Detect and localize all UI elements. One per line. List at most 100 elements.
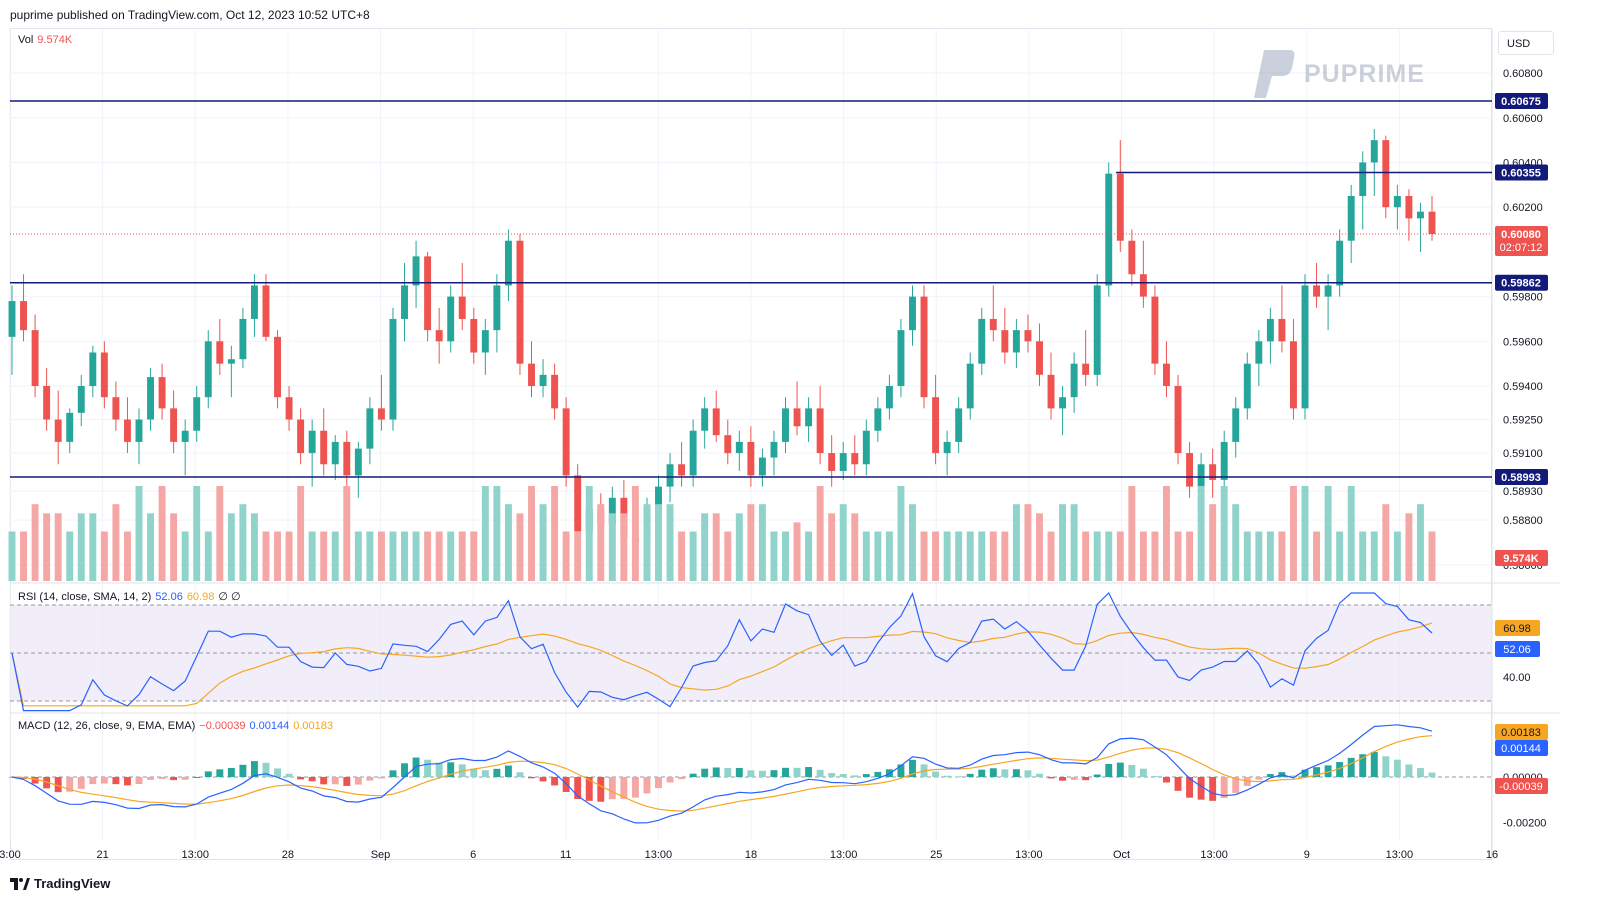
- candle-body: [424, 256, 432, 331]
- macd-histogram-bar: [1324, 765, 1332, 777]
- volume-bar: [297, 486, 305, 581]
- volume-bar: [989, 531, 997, 581]
- volume-bar: [1255, 531, 1263, 581]
- macd-histogram-bar: [608, 777, 616, 800]
- volume-bar: [1382, 504, 1390, 581]
- macd-histogram-bar: [1266, 774, 1274, 777]
- volume-bar: [758, 504, 766, 581]
- candle-body: [978, 318, 986, 364]
- candle-body: [54, 419, 62, 442]
- macd-histogram-bar: [320, 777, 328, 785]
- price-tick-label: 0.60200: [1503, 202, 1543, 214]
- macd-histogram-bar: [66, 777, 74, 792]
- volume-bar: [424, 531, 432, 581]
- volume-bar: [678, 531, 686, 581]
- candle-body: [504, 240, 512, 286]
- macd-histogram-bar: [978, 769, 986, 777]
- candle-body: [678, 464, 686, 476]
- candle-body: [805, 408, 813, 427]
- macd-histogram-bar: [932, 771, 940, 777]
- volume-bar: [712, 513, 720, 581]
- volume-bar: [932, 531, 940, 581]
- macd-histogram-bar: [724, 768, 732, 777]
- candle-body: [920, 296, 928, 398]
- rsi-tick-label: 40.00: [1503, 672, 1531, 684]
- volume-bar: [112, 504, 120, 581]
- macd-histogram-bar: [655, 777, 662, 789]
- candle-body: [724, 435, 732, 454]
- macd-histogram-bar: [377, 777, 385, 779]
- volume-bar: [227, 513, 235, 581]
- macd-histogram-bar: [1197, 777, 1205, 800]
- volume-bar: [354, 531, 362, 581]
- macd-histogram-bar: [1139, 768, 1147, 777]
- rsi-legend[interactable]: RSI (14, close, SMA, 14, 2) 52.06 60.98 ∅ ∅: [18, 590, 241, 603]
- macd-histogram-bar: [1059, 777, 1067, 781]
- macd-histogram-bar: [851, 775, 859, 777]
- candle-body: [274, 336, 281, 398]
- volume-bar: [1370, 531, 1378, 581]
- candle-body: [1059, 397, 1067, 409]
- footer-brand: TradingView: [34, 876, 111, 891]
- candle-body: [308, 430, 316, 454]
- price-tick-label: 0.60800: [1503, 68, 1543, 80]
- volume-badge-label: 9.574K: [1503, 553, 1539, 565]
- macd-histogram-bar: [1290, 775, 1297, 777]
- volume-bar: [597, 504, 605, 581]
- macd-histogram-bar: [366, 777, 374, 781]
- volume-bar: [77, 513, 85, 581]
- candle-body: [1012, 330, 1020, 353]
- candle-body: [262, 285, 270, 337]
- candle-body: [1116, 173, 1124, 241]
- macd-histogram-bar: [966, 773, 974, 777]
- macd-badge-label: 0.00144: [1501, 743, 1541, 755]
- macd-histogram-bar: [447, 762, 455, 777]
- volume-bar: [331, 531, 339, 581]
- candle-body: [1139, 274, 1147, 297]
- volume-bar: [1128, 486, 1136, 581]
- volume-bar: [1428, 531, 1436, 581]
- volume-legend-value: 9.574K: [37, 34, 73, 46]
- volume-bar: [966, 531, 974, 581]
- currency-selector[interactable]: USD: [1498, 31, 1554, 55]
- rsi-badge-label: 52.06: [1503, 644, 1531, 656]
- candle-body: [712, 408, 720, 436]
- macd-histogram-bar: [805, 767, 813, 777]
- macd-signal-line: [11, 735, 1433, 812]
- candle-body: [874, 408, 882, 431]
- macd-legend-signal: 0.00183: [293, 720, 333, 732]
- macd-histogram-bar: [1012, 769, 1020, 777]
- volume-bar: [1324, 486, 1332, 581]
- time-tick-label: 18: [745, 849, 757, 861]
- candle-body: [562, 408, 570, 476]
- macd-histogram-bar: [147, 777, 154, 780]
- macd-histogram-bar: [308, 777, 316, 782]
- candle-body: [1370, 140, 1378, 163]
- macd-histogram-bar: [712, 767, 720, 777]
- volume-bar: [1359, 531, 1367, 581]
- candle-body: [1405, 196, 1413, 219]
- macd-histogram-bar: [100, 777, 108, 784]
- candle-body: [1001, 330, 1009, 353]
- volume-bar: [147, 513, 154, 581]
- macd-legend[interactable]: MACD (12, 26, close, 9, EMA, EMA) −0.0003…: [18, 720, 333, 732]
- level-badge: [1495, 274, 1548, 291]
- candle-body: [574, 475, 582, 532]
- macd-histogram-bar: [470, 768, 478, 777]
- volume-legend[interactable]: Vol 9.574K: [18, 34, 72, 46]
- macd-histogram-bar: [204, 771, 212, 777]
- macd-histogram-bar: [539, 777, 547, 782]
- candle-body: [193, 397, 201, 431]
- volume-bar: [239, 504, 247, 581]
- tradingview-footer[interactable]: TradingView: [10, 876, 110, 891]
- candle-body: [1336, 240, 1344, 286]
- volume-bar: [481, 486, 489, 581]
- time-tick-label: 25: [930, 849, 942, 861]
- volume-bar: [897, 486, 905, 581]
- macd-legend-label: MACD (12, 26, close, 9, EMA, EMA): [18, 720, 196, 732]
- volume-bar: [1105, 531, 1113, 581]
- macd-histogram-bar: [43, 777, 51, 789]
- macd-histogram-bar: [274, 768, 281, 777]
- volume-bar: [204, 531, 212, 581]
